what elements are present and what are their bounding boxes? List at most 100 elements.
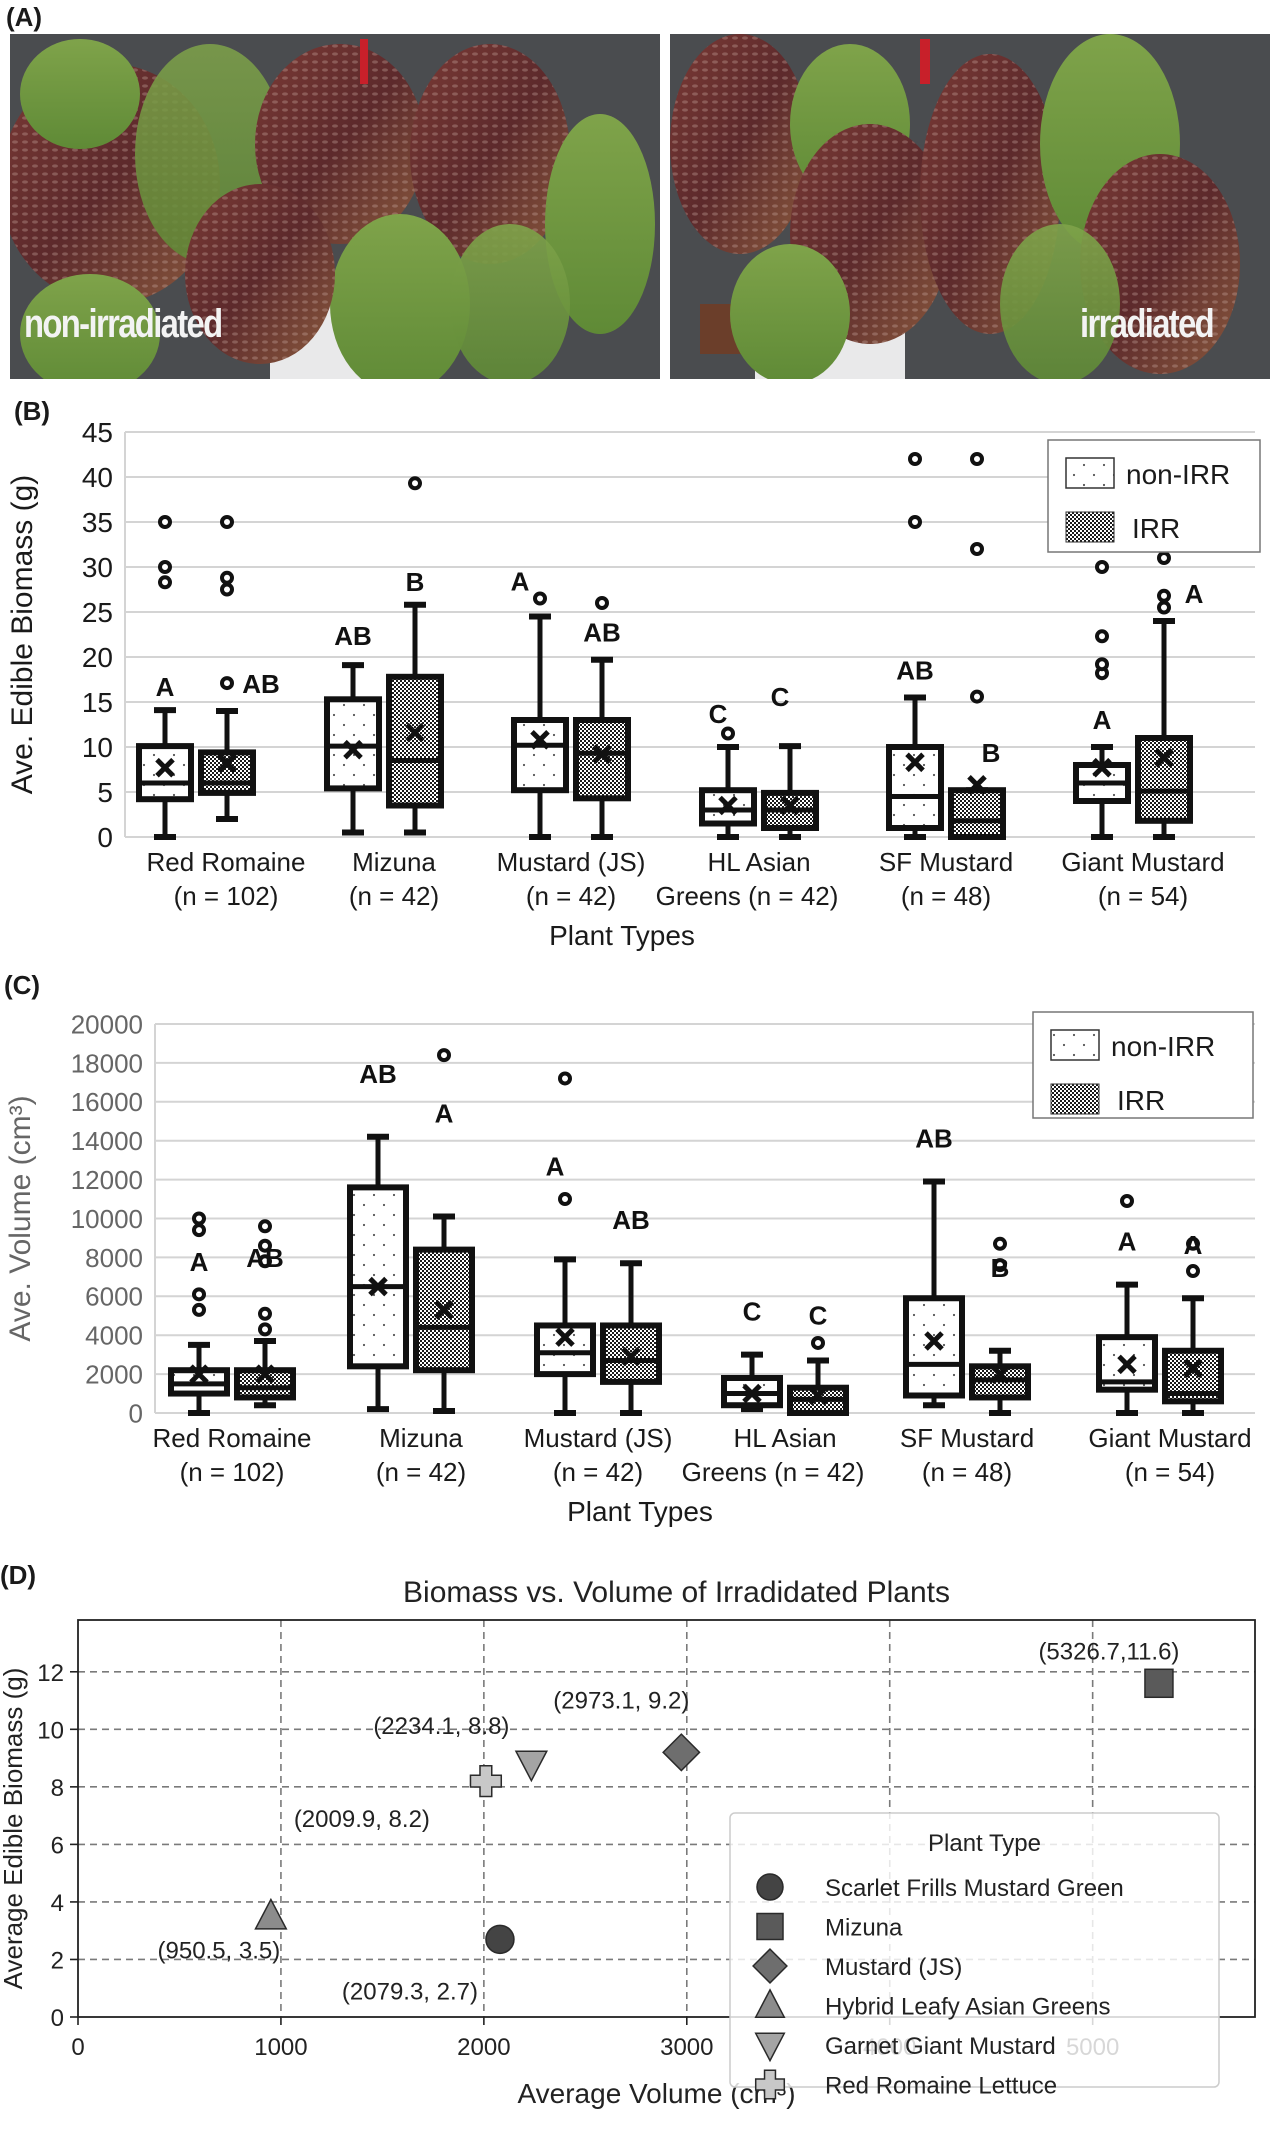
outlier-point [192, 1223, 206, 1238]
x-tick-label: 3000 [660, 2034, 713, 2061]
legend: non-IRR IRR [1032, 1011, 1254, 1119]
point-label: (950.5, 3.5) [158, 1937, 281, 1964]
outlier-point [258, 1219, 272, 1234]
data-point-red-romaine-lettuce: (2009.9, 8.2) [294, 1764, 503, 1833]
point-marker [1144, 1668, 1174, 1699]
box [198, 749, 256, 796]
y-tick-label: 20 [82, 642, 113, 673]
outlier-point [437, 1048, 451, 1063]
y-tick-label: 12 [37, 1660, 64, 1687]
point-label: (5326.7,11.6) [1038, 1638, 1179, 1665]
volume-box-plot: 0 2000 4000 6000 8000 10000 12000 14000 16000 180… [4, 1009, 1255, 1527]
mean-marker [255, 1364, 275, 1384]
y-tick-label: 18000 [71, 1048, 143, 1078]
y-tick-label: 4000 [85, 1321, 143, 1351]
box-non-irr-2: A [511, 567, 569, 840]
box-non-irr-1: AB [324, 621, 382, 836]
legend-entry: Hybrid Leafy Asian Greens [754, 1988, 1110, 2021]
legend-marker [754, 2069, 786, 2100]
mean-marker [967, 775, 987, 795]
outlier-point [192, 1211, 206, 1226]
legend: non-IRR IRR [1047, 439, 1261, 553]
significance-letter: AB [915, 1124, 953, 1154]
x-category-label: Mustard (JS) [524, 1423, 673, 1453]
x-category-label: Red Romaine [153, 1423, 312, 1453]
outlier-point [1095, 657, 1109, 672]
y-tick-label: 12000 [71, 1165, 143, 1195]
box [347, 1184, 409, 1370]
data-point-garnet-giant-mustard: (2234.1, 8.8) [373, 1713, 549, 1783]
x-category-label: Mizuna [352, 847, 436, 877]
photo-non-irradiated: non-irradiated [10, 34, 660, 379]
box-non-irr-5: A [1096, 1193, 1158, 1416]
x-category-label: Giant Mustard [1088, 1423, 1251, 1453]
outlier-point [1095, 560, 1109, 574]
outlier-point [192, 1287, 206, 1302]
chart-title: Biomass vs. Volume of Irradidated Plants [403, 1576, 950, 1609]
y-tick-label: 20000 [71, 1009, 143, 1039]
lettuce-photo-right [670, 34, 1270, 379]
x-category-label: Mustard (JS) [497, 847, 646, 877]
x-category-n-label: (n = 54) [1098, 881, 1188, 911]
mean-marker [155, 757, 175, 778]
outlier-point [908, 515, 922, 529]
mean-marker [555, 1327, 575, 1347]
outlier-point [970, 689, 984, 704]
mean-marker [1092, 757, 1112, 778]
y-tick-label: 16000 [71, 1087, 143, 1117]
outlier-point [908, 452, 922, 466]
x-category-label: SF Mustard [900, 1423, 1034, 1453]
legend-box [729, 1812, 1220, 2088]
panel-c-label: (C) [4, 970, 41, 1000]
box [573, 717, 631, 802]
y-tick-label: 8 [51, 1775, 64, 1802]
biomass-box-plot: 0 5 10 15 20 25 30 35 40 45 Ave. Edible Biomass (g… [6, 417, 1261, 951]
outlier-point [158, 560, 172, 574]
box [600, 1322, 662, 1385]
legend-label-irr: IRR [1117, 1085, 1165, 1116]
y-tick-label: 15 [82, 687, 113, 718]
data-point-hybrid-leafy-asian-greens: (950.5, 3.5) [158, 1897, 288, 1964]
legend-marker [756, 1912, 784, 1941]
data-point-mustard-js-: (2973.1, 9.2) [553, 1687, 701, 1772]
y-tick-label: 2 [51, 1947, 64, 1974]
outlier-point [1157, 600, 1171, 615]
mean-marker [530, 730, 550, 750]
biomass-vs-volume-scatter: Biomass vs. Volume of Irradidated Plants… [0, 1576, 1256, 2109]
box-non-irr-1: AB [347, 1059, 409, 1413]
outlier-point [970, 452, 984, 466]
x-category-n-label: (n = 102) [174, 881, 279, 911]
photo-irradiated: irradiated [670, 34, 1270, 379]
point-label: (2079.3, 2.7) [342, 1978, 478, 2005]
mean-marker [368, 1276, 388, 1297]
outlier-point [192, 1302, 206, 1317]
significance-letter: A [1118, 1227, 1137, 1257]
box-irr-2: AB [600, 1205, 662, 1416]
box-non-irr-2: A [534, 1071, 596, 1416]
legend-label: Scarlet Frills Mustard Green [825, 1875, 1124, 1902]
mean-marker [189, 1364, 209, 1384]
significance-letter: A [190, 1247, 209, 1277]
significance-letter: AB [583, 618, 621, 648]
outlier-point [1157, 551, 1171, 565]
point-label: (2234.1, 8.8) [373, 1713, 509, 1740]
point-marker [662, 1733, 701, 1772]
x-axis-title: Plant Types [549, 920, 695, 951]
x-category-n-label: (n = 42) [553, 1457, 643, 1487]
y-tick-label: 2000 [85, 1359, 143, 1389]
x-category-label: Red Romaine [147, 847, 306, 877]
mean-marker [1154, 748, 1174, 768]
point-marker [469, 1764, 503, 1798]
box-irr-4: B [948, 452, 1006, 841]
mean-marker [621, 1346, 641, 1367]
mean-marker [217, 753, 237, 773]
legend-marker [754, 1988, 786, 2018]
mean-marker [924, 1331, 944, 1351]
significance-letter: A [435, 1099, 454, 1129]
y-tick-label: 14000 [71, 1126, 143, 1156]
box-irr-1: A [413, 1048, 475, 1415]
x-category-n-label: (n = 42) [349, 881, 439, 911]
outlier-point [811, 1335, 825, 1350]
significance-letter: A [1184, 1230, 1203, 1260]
point-marker [485, 1924, 515, 1955]
